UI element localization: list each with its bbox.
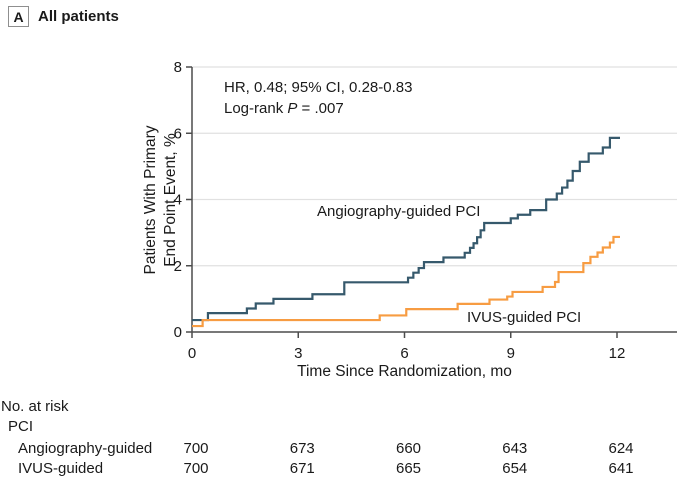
curve-label-angiography: Angiography-guided PCI xyxy=(317,203,481,220)
x-tick-label-3: 3 xyxy=(294,345,302,362)
step-curve-angiography xyxy=(192,136,620,322)
y-axis-title: Patients With Primary End Point Event, % xyxy=(141,125,181,274)
risk-row-label-ivus: IVUS-guided xyxy=(18,460,104,477)
y-tick-label-0: 0 xyxy=(174,324,182,341)
x-tick-label-0: 0 xyxy=(188,345,196,362)
x-tick-label-9: 9 xyxy=(507,345,515,362)
risk-value: 641 xyxy=(608,460,634,477)
y-tick-label-4: 4 xyxy=(174,192,182,209)
step-curve-ivus xyxy=(192,235,620,328)
y-tick-label-8: 8 xyxy=(174,59,182,76)
risk-value: 700 xyxy=(183,460,209,477)
risk-table-title: No. at risk xyxy=(1,398,69,415)
risk-table-group-label: PCI xyxy=(8,418,34,435)
risk-row-label-angiography: Angiography-guided xyxy=(18,440,153,457)
curve-label-ivus: IVUS-guided PCI xyxy=(467,309,582,326)
stats-annotation: HR, 0.48; 95% CI, 0.28-0.83 Log-rank P =… xyxy=(224,77,412,119)
risk-value: 643 xyxy=(502,440,528,457)
risk-value: 624 xyxy=(608,440,634,457)
hazard-ratio-text: HR, 0.48; 95% CI, 0.28-0.83 xyxy=(224,79,413,96)
x-axis-title: Time Since Randomization, mo xyxy=(297,363,512,380)
log-rank-text: Log-rank P = .007 xyxy=(224,100,344,117)
x-tick-label-12: 12 xyxy=(609,345,626,362)
risk-value: 673 xyxy=(289,440,315,457)
y-axis-title-line2: End Point Event, % xyxy=(162,133,179,267)
risk-value: 654 xyxy=(502,460,528,477)
panel-title: All patients xyxy=(38,8,119,25)
x-tick-label-6: 6 xyxy=(400,345,408,362)
risk-value: 700 xyxy=(183,440,209,457)
y-tick-label-6: 6 xyxy=(174,125,182,142)
panel-header: A All patients xyxy=(8,6,119,27)
y-tick-label-2: 2 xyxy=(174,258,182,275)
risk-value: 660 xyxy=(395,440,422,457)
risk-value: 671 xyxy=(289,460,315,477)
panel-label-box: A xyxy=(8,6,29,27)
y-axis-title-line1: Patients With Primary xyxy=(142,125,159,275)
risk-value: 665 xyxy=(395,460,422,477)
